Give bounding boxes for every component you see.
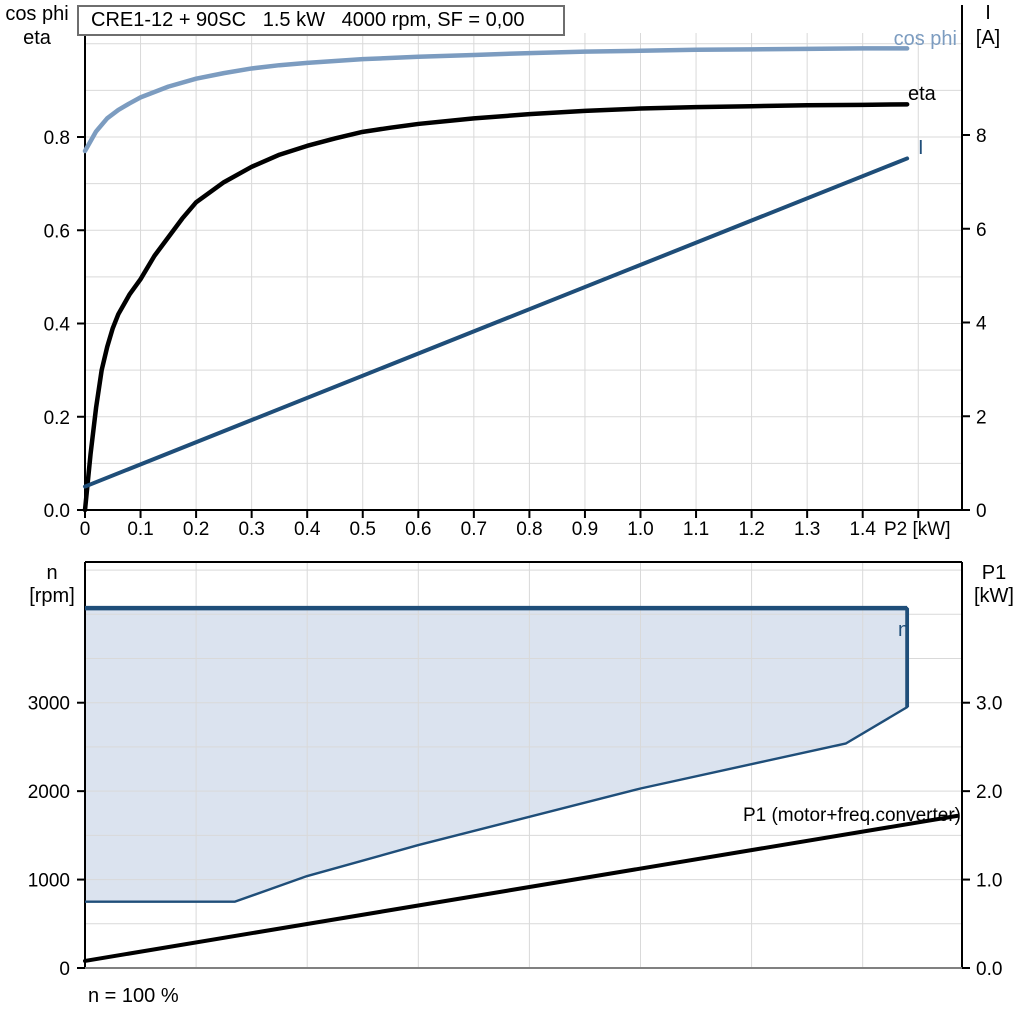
tick-label-x: 0.6	[405, 519, 431, 540]
series-p1	[83, 813, 960, 963]
x-axis-unit-label: P2 [kW]	[884, 519, 951, 540]
tick-label-x: 1.0	[627, 519, 653, 540]
tick-label-right: 0.0	[976, 959, 1002, 980]
bottom-left-axis-unit-n: n	[46, 562, 58, 584]
tick-label-x: 0	[80, 519, 91, 540]
current-curve-label: I	[918, 137, 924, 159]
n-region-fill	[85, 608, 908, 902]
p1-curve-label: P1 (motor+freq.converter)	[742, 805, 961, 826]
cos-phi-curve-label: cos phi	[893, 28, 957, 50]
tick-label-x: 0.8	[516, 519, 542, 540]
tick-label-x: 0.7	[461, 519, 487, 540]
tick-label-x: 0.2	[183, 519, 209, 540]
tick-label-x: 0.3	[238, 519, 264, 540]
tick-label-right: 3.0	[976, 694, 1002, 715]
chart-title-box: CRE1-12 + 90SC 1.5 kW 4000 rpm, SF = 0,0…	[77, 5, 565, 36]
top-left-axis-unit-cosphi: cos phi	[5, 3, 69, 25]
top-chart: 0.0 0.2 0.4 0.6 0.8 0 2 4 6 8 0 0.1 0.2 0.3 0.4 0.5 0.6 0…	[44, 5, 987, 540]
tick-label-left: 1000	[28, 871, 70, 892]
n-curve-label: n	[898, 619, 910, 641]
bottom-right-axis-unit-kW: [kW]	[974, 585, 1014, 607]
tick-label-left: 0	[59, 959, 70, 980]
tick-label-left: 0.0	[44, 501, 70, 522]
tick-label-x: 0.9	[572, 519, 598, 540]
bottom-chart-grid	[85, 562, 962, 968]
tick-label-x: 1.4	[849, 519, 876, 540]
tick-label-left: 0.4	[44, 315, 71, 336]
top-right-axis-unit-A: [A]	[975, 27, 1001, 49]
tick-label-x: 1.1	[683, 519, 709, 540]
tick-label-left: 0.8	[44, 128, 70, 149]
top-right-axis-unit-I: I	[985, 2, 991, 24]
tick-label-x: 1.2	[738, 519, 764, 540]
tick-label-x: 0.4	[294, 519, 321, 540]
series-i	[83, 156, 910, 489]
tick-label-left: 3000	[28, 694, 70, 715]
tick-label-right: 8	[976, 126, 987, 147]
bottom-chart-ticks: 0 1000 2000 3000 0.0 1.0 2.0 3.0	[28, 694, 1003, 980]
series-eta	[82, 102, 910, 513]
eta-curve-label: eta	[908, 83, 936, 105]
tick-label-right: 0	[976, 501, 987, 522]
tick-label-right: 6	[976, 220, 987, 241]
tick-label-left: 0.6	[44, 221, 70, 242]
tick-label-right: 2.0	[976, 782, 1002, 803]
tick-label-left: 0.2	[44, 408, 70, 429]
top-left-axis-unit-eta: eta	[23, 27, 51, 49]
top-chart-ticks: 0.0 0.2 0.4 0.6 0.8 0 2 4 6 8 0 0.1 0.2 0.3 0.4 0.5 0.6 0…	[44, 126, 987, 540]
tick-label-left: 2000	[28, 782, 70, 803]
tick-label-x: 0.1	[127, 519, 153, 540]
tick-label-x: 0.5	[350, 519, 376, 540]
tick-label-x: 1.3	[794, 519, 820, 540]
footnote-n-100: n = 100 %	[88, 985, 179, 1007]
tick-label-right: 4	[976, 314, 987, 335]
tick-label-right: 1.0	[976, 871, 1002, 892]
top-chart-grid	[85, 33, 962, 510]
tick-label-right: 2	[976, 407, 987, 428]
bottom-right-axis-unit-P1: P1	[981, 562, 1007, 584]
bottom-left-axis-unit-rpm: [rpm]	[29, 585, 75, 607]
series-cos-phi	[82, 46, 910, 154]
bottom-chart: 0 1000 2000 3000 0.0 1.0 2.0 3.0	[28, 561, 1003, 980]
